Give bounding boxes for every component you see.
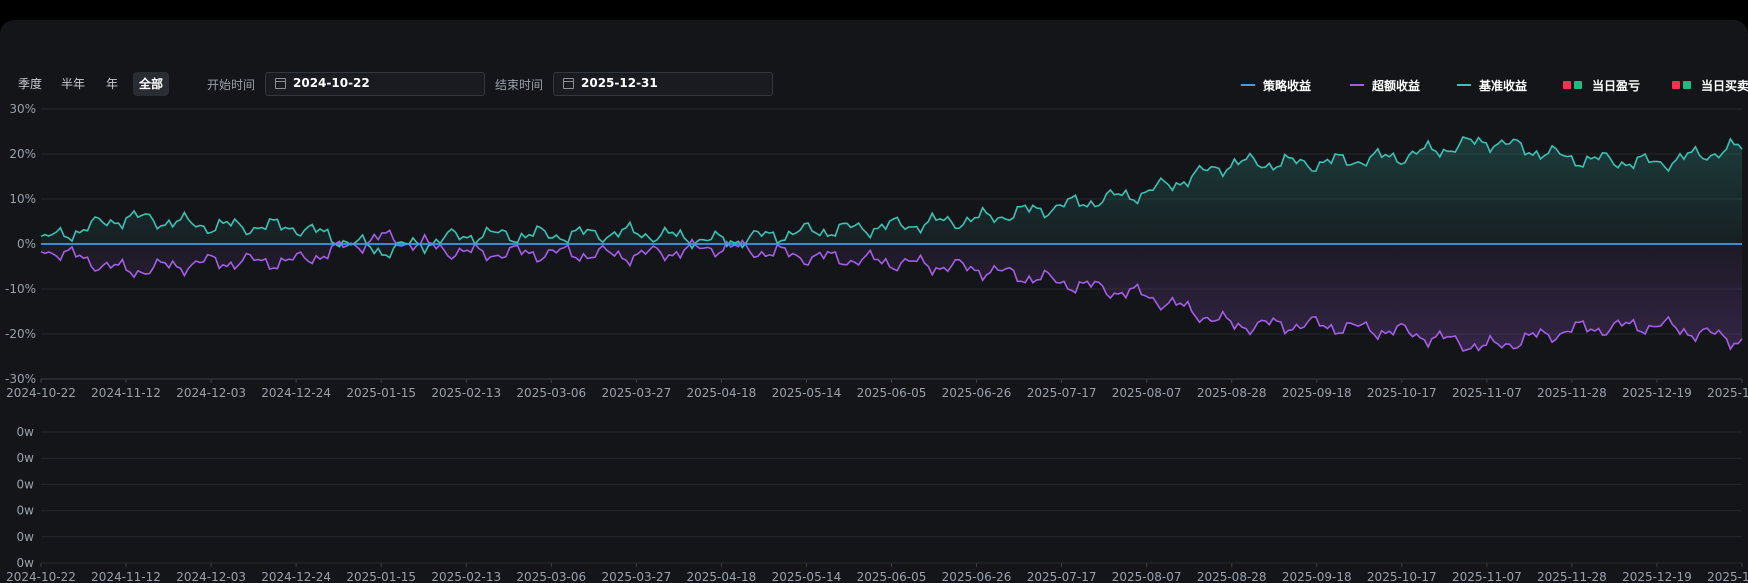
period-quarter-button[interactable]: 季度	[18, 77, 43, 91]
start-date-label: 开始时间	[207, 78, 256, 92]
x-tick-label: 2025-12-19	[1622, 386, 1692, 400]
x-tick-label: 2025-03-06	[516, 386, 586, 400]
x-tick-label: 2025-07-17	[1027, 570, 1097, 583]
legend-daily-pnl[interactable]: 当日盈亏	[1563, 77, 1641, 93]
legend-line-swatch	[1350, 83, 1364, 86]
series-lines	[40, 136, 1743, 352]
x-tick-label: 2025-10-17	[1367, 570, 1437, 583]
excess-return-line	[40, 229, 1743, 352]
legend-label: 超额收益	[1372, 79, 1421, 93]
y-tick-label: -20%	[5, 327, 36, 341]
legend-daily-trades[interactable]: 当日买卖	[1672, 77, 1748, 93]
x-tick-label: 2025-03-06	[516, 570, 586, 583]
y-tick-label: 0w	[17, 477, 35, 491]
y-tick-label: -10%	[5, 282, 36, 296]
x-tick-label: 2025-06-05	[857, 570, 927, 583]
backtest-panel: 季度 半年 年 全部 开始时间 2024-10-22 结束时间 2025-12-…	[0, 20, 1748, 583]
x-tick-label: 2025-06-26	[942, 570, 1012, 583]
x-tick-label: 2025-03-27	[601, 570, 671, 583]
excess-area	[41, 230, 1742, 351]
legend-label: 基准收益	[1479, 79, 1528, 93]
y-tick-label: 0w	[17, 530, 35, 544]
x-tick-label: 2024-10-22	[6, 570, 76, 583]
x-tick-label: 2025-10-17	[1367, 386, 1437, 400]
legend-benchmark-return[interactable]: 基准收益	[1457, 77, 1528, 93]
x-tick-label: 2025-01-15	[346, 386, 416, 400]
period-year-button[interactable]: 年	[106, 77, 119, 91]
x-tick-label: 2025-02-13	[431, 570, 501, 583]
period-all-button[interactable]: 全部	[133, 72, 170, 96]
y-tick-label: -30%	[5, 372, 36, 386]
y-tick-label: 0%	[17, 237, 36, 251]
x-tick-label: 2025-08-28	[1197, 386, 1267, 400]
x-tick-label: 2025-12-19	[1622, 570, 1692, 583]
y-tick-label: 20%	[9, 147, 36, 161]
chart-area: 30%20%10%0%-10%-20%-30% 2024-10-22 2024-1…	[5, 102, 1748, 583]
toolbar: 季度 半年 年 全部 开始时间 2024-10-22 结束时间 2025-12-…	[0, 20, 1748, 110]
x-tick-label: 2025-05-14	[772, 386, 842, 400]
x-tick-label: 2025-04-18	[687, 570, 757, 583]
x-tick-label: 2025-09-18	[1282, 570, 1352, 583]
legend-green-swatch	[1574, 80, 1582, 89]
x-tick-label: 2025-11-07	[1452, 386, 1522, 400]
area-fills	[41, 137, 1742, 351]
x-tick-label: 2025-09-18	[1282, 386, 1352, 400]
x-tick-label: 2025-04-18	[687, 386, 757, 400]
x-tick-label: 2025-11-28	[1537, 570, 1607, 583]
y-tick-label: 0w	[17, 425, 35, 439]
benchmark-return-line	[40, 136, 1743, 259]
calendar-icon	[275, 78, 286, 89]
y-tick-label: 10%	[9, 192, 36, 206]
y-tick-label: 0w	[17, 504, 35, 518]
legend-excess-return[interactable]: 超额收益	[1350, 77, 1421, 93]
legend-line-swatch	[1457, 83, 1471, 86]
x-tick-label: 2025-02-13	[431, 386, 501, 400]
x-tick-label: 2025-01-15	[346, 570, 416, 583]
legend-label: 当日买卖	[1701, 79, 1748, 93]
x-tick-label: 2025-11-28	[1537, 386, 1607, 400]
legend-green-swatch	[1683, 80, 1691, 89]
x-tick-label: 2024-12-24	[261, 570, 331, 583]
x-tick-label: 2025-08-07	[1112, 570, 1182, 583]
start-date-field[interactable]: 2024-10-22	[265, 72, 485, 96]
x-tick-label: 2025-12-31	[1707, 386, 1748, 400]
legend-line-swatch	[1241, 83, 1255, 86]
sub-chart-grid	[41, 431, 1742, 564]
benchmark-area	[41, 137, 1742, 258]
legend-label: 策略收益	[1263, 79, 1312, 93]
legend-strategy-return[interactable]: 策略收益	[1241, 77, 1312, 93]
sub-x-axis: 2024-10-22 2024-11-12 2024-12-03 2024-12-24…	[6, 563, 1748, 583]
x-tick-label: 2024-12-24	[261, 386, 331, 400]
end-date-field[interactable]: 2025-12-31	[553, 72, 773, 96]
sub-y-axis: 0w 0w 0w 0w 0w 0w	[17, 425, 35, 570]
x-tick-label: 2025-08-28	[1197, 570, 1267, 583]
x-tick-label: 2025-06-05	[857, 386, 927, 400]
main-y-axis: 30% 20% 10% 0% -10% -20% -30%	[5, 102, 36, 386]
legend-red-swatch	[1672, 80, 1680, 89]
end-date-label: 结束时间	[495, 78, 544, 92]
x-tick-label: 2024-11-12	[91, 386, 161, 400]
end-date-value: 2025-12-31	[581, 76, 658, 90]
y-tick-label: 30%	[9, 102, 36, 116]
x-tick-label: 2025-03-27	[601, 386, 671, 400]
x-tick-label: 2025-11-07	[1452, 570, 1522, 583]
main-x-axis: 2024-10-22 2024-11-12 2024-12-03 2024-12-24…	[6, 378, 1748, 400]
x-tick-label: 2025-07-17	[1027, 386, 1097, 400]
x-tick-label: 2024-10-22	[6, 386, 76, 400]
legend-red-swatch	[1563, 80, 1571, 89]
start-date-value: 2024-10-22	[293, 76, 370, 90]
x-tick-label: 2025-05-14	[772, 570, 842, 583]
y-tick-label: 0w	[17, 556, 35, 570]
calendar-icon	[563, 78, 574, 89]
x-tick-label: 2025-06-26	[942, 386, 1012, 400]
x-tick-label: 2025-08-07	[1112, 386, 1182, 400]
x-tick-label: 2025-12-31	[1707, 570, 1748, 583]
x-tick-label: 2024-12-03	[176, 570, 246, 583]
legend-label: 当日盈亏	[1592, 79, 1641, 93]
y-tick-label: 0w	[17, 451, 35, 465]
period-half-year-button[interactable]: 半年	[61, 77, 86, 91]
x-tick-label: 2024-11-12	[91, 570, 161, 583]
x-tick-label: 2024-12-03	[176, 386, 246, 400]
